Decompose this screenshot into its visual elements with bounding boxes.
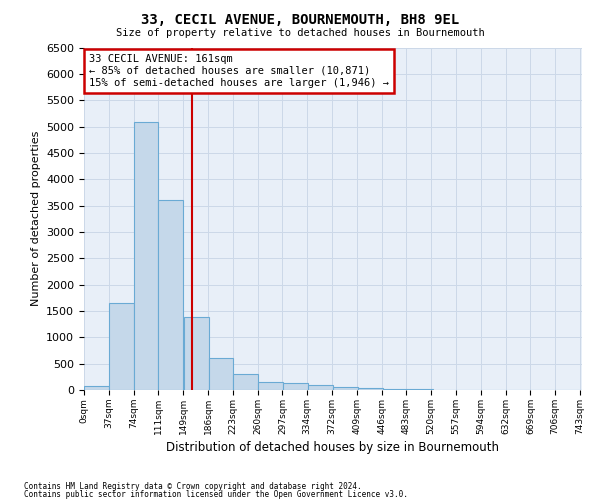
- Text: Size of property relative to detached houses in Bournemouth: Size of property relative to detached ho…: [116, 28, 484, 38]
- Bar: [184, 318, 209, 390]
- Y-axis label: Number of detached properties: Number of detached properties: [31, 131, 41, 306]
- X-axis label: Distribution of detached houses by size in Bournemouth: Distribution of detached houses by size …: [167, 441, 499, 454]
- Bar: [358, 388, 383, 390]
- Text: 33, CECIL AVENUE, BOURNEMOUTH, BH8 9EL: 33, CECIL AVENUE, BOURNEMOUTH, BH8 9EL: [141, 12, 459, 26]
- Bar: [283, 383, 308, 390]
- Bar: [134, 122, 158, 390]
- Bar: [158, 200, 183, 390]
- Text: 33 CECIL AVENUE: 161sqm
← 85% of detached houses are smaller (10,871)
15% of sem: 33 CECIL AVENUE: 161sqm ← 85% of detache…: [89, 54, 389, 88]
- Bar: [109, 303, 134, 390]
- Bar: [233, 374, 258, 390]
- Bar: [334, 387, 358, 390]
- Bar: [383, 389, 408, 390]
- Bar: [209, 358, 233, 390]
- Bar: [84, 386, 109, 390]
- Bar: [308, 386, 332, 390]
- Text: Contains HM Land Registry data © Crown copyright and database right 2024.: Contains HM Land Registry data © Crown c…: [24, 482, 362, 491]
- Text: Contains public sector information licensed under the Open Government Licence v3: Contains public sector information licen…: [24, 490, 408, 499]
- Bar: [258, 382, 283, 390]
